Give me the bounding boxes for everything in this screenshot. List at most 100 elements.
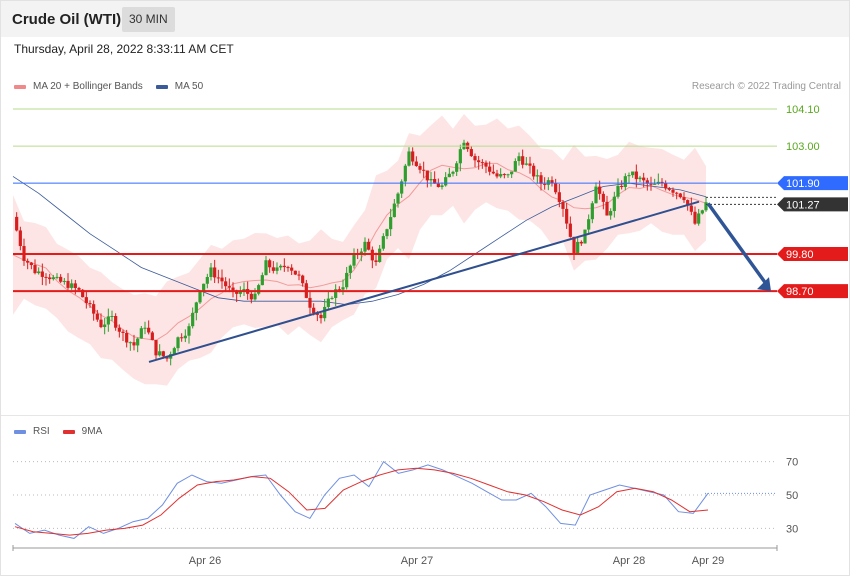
candle-body — [425, 170, 429, 181]
candle-body — [414, 161, 418, 166]
rsi-level-label-30: 30 — [786, 523, 798, 535]
candle-body — [521, 156, 525, 165]
candle-body — [103, 324, 107, 328]
legend-ma20: MA 20 + Bollinger Bands — [14, 81, 143, 92]
candle-body — [370, 249, 374, 261]
candle-body — [653, 183, 657, 185]
chart-header: Crude Oil (WTI) 30 MIN — [1, 1, 849, 37]
legend-ma50: MA 50 — [155, 81, 203, 92]
candle-body — [158, 351, 162, 356]
candle-body — [502, 174, 506, 176]
ma50-swatch-icon — [155, 84, 168, 89]
candle-body — [623, 176, 627, 188]
candle-body — [671, 189, 675, 193]
candle-body — [323, 306, 327, 319]
candle-body — [374, 260, 378, 262]
candle-body — [447, 173, 451, 178]
legend-rsi9: 9MA — [62, 426, 102, 437]
rsi-swatch-icon — [14, 429, 26, 434]
ma50-line — [12, 176, 707, 306]
candle-body — [378, 248, 382, 262]
candle-body — [334, 289, 338, 298]
candle-body — [26, 260, 30, 263]
panel-divider — [1, 415, 849, 416]
candle-body — [73, 283, 77, 288]
candle-body — [513, 161, 517, 172]
candle-body — [216, 277, 220, 279]
candle-body — [689, 205, 693, 212]
candle-body — [191, 312, 195, 327]
candle-body — [642, 177, 646, 181]
ma20-swatch-icon — [14, 84, 26, 89]
candle-body — [660, 181, 664, 184]
candle-body — [264, 260, 268, 276]
candle-body — [81, 289, 85, 298]
candle-body — [675, 192, 679, 194]
candle-body — [609, 211, 613, 216]
candle-body — [550, 180, 554, 184]
candle-body — [499, 174, 503, 177]
candle-body — [202, 283, 206, 292]
candle-body — [348, 265, 352, 273]
candle-body — [106, 316, 110, 325]
candle-body — [345, 272, 349, 288]
candle-body — [579, 241, 583, 244]
candle-body — [664, 183, 668, 189]
level-label-101.90: 101.90 — [786, 178, 820, 190]
candle-body — [561, 201, 565, 209]
candle-body — [682, 197, 686, 201]
candle-body — [136, 338, 140, 346]
candle-body — [286, 267, 290, 269]
candle-body — [477, 160, 481, 163]
time-tick-label: Apr 27 — [401, 555, 433, 567]
candle-body — [66, 280, 70, 288]
candle-body — [667, 188, 671, 190]
candle-body — [546, 180, 550, 185]
price-legend: MA 20 + Bollinger Bands MA 50 — [14, 81, 216, 92]
candle-body — [484, 162, 488, 167]
candle-body — [535, 175, 539, 177]
candle-body — [275, 267, 279, 271]
candle-body — [352, 253, 356, 266]
candle-body — [381, 236, 385, 249]
candle-body — [268, 260, 272, 268]
candle-body — [143, 327, 147, 329]
candle-body — [55, 276, 59, 278]
level-tag-98.70 — [777, 284, 848, 299]
candle-body — [491, 171, 495, 174]
uptrend-line — [148, 200, 700, 363]
candle-body — [337, 289, 341, 291]
candle-body — [180, 337, 184, 339]
timeframe-button[interactable]: 30 MIN — [122, 7, 175, 32]
candle-body — [231, 287, 235, 291]
time-tick-label: Apr 29 — [692, 555, 724, 567]
candle-body — [568, 223, 572, 237]
candle-body — [88, 303, 92, 305]
candle-body — [367, 241, 371, 250]
candle-body — [172, 348, 176, 355]
legend-rsi: RSI — [14, 426, 50, 437]
candle-body — [488, 166, 492, 172]
candle-body — [308, 297, 312, 308]
candle-body — [301, 275, 305, 284]
candle-body — [469, 149, 473, 157]
candle-body — [224, 281, 228, 287]
candle-body — [444, 177, 448, 186]
candle-body — [627, 175, 631, 177]
candle-body — [594, 186, 598, 204]
candle-body — [411, 151, 415, 162]
level-label-98.70: 98.70 — [786, 286, 814, 298]
candle-body — [528, 163, 532, 166]
legend-rsi-label: RSI — [33, 426, 50, 437]
candle-body — [62, 280, 66, 282]
candle-body — [598, 186, 602, 194]
candle-body — [517, 156, 521, 162]
level-tag-99.80 — [777, 247, 848, 261]
level-tag-101.27 — [777, 197, 848, 212]
candle-body — [139, 328, 143, 339]
candle-body — [678, 193, 682, 198]
candle-body — [396, 193, 400, 204]
rsi-legend: RSI 9MA — [14, 426, 115, 437]
candle-body — [418, 165, 422, 170]
candle-body — [125, 332, 129, 343]
